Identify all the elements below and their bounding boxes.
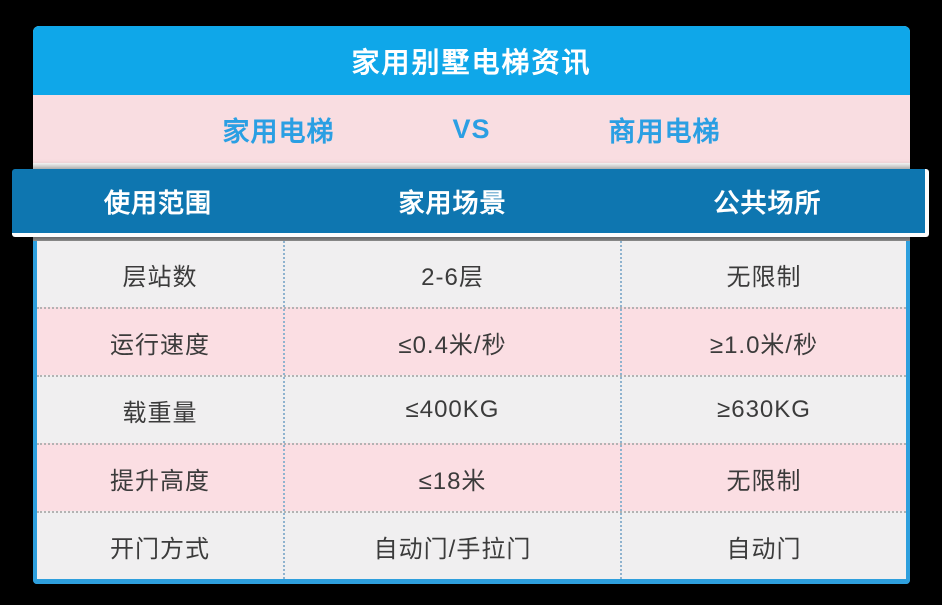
vs-band: 家用电梯 VS 商用电梯 [33,95,910,163]
vs-right-label: 商用电梯 [608,116,721,147]
home-value: ≤0.4米/秒 [283,309,622,375]
row-label: 层站数 [122,263,198,291]
table-row: 层站数 2-6层 无限制 [37,241,906,307]
home-value: 2-6层 [283,241,622,307]
home-value: ≤400KG [283,377,622,443]
home-value: ≤18米 [283,445,622,511]
row-label: 运行速度 [110,331,210,359]
column-header-public-place: 公共场所 [713,187,822,218]
table-header-bar: 使用范围 家用场景 公共场所 [12,169,929,237]
row-label: 载重量 [122,399,198,427]
commercial-value: ≥1.0米/秒 [709,331,819,359]
page-title: 家用别墅电梯资讯 [351,46,592,78]
table-row: 载重量 ≤400KG ≥630KG [37,375,906,443]
vs-left-label: 家用电梯 [222,116,335,147]
comparison-table: 层站数 2-6层 无限制 运行速度 ≤0.4米/秒 ≥1.0米/秒 载重量 ≤4… [33,241,910,584]
row-label: 提升高度 [110,467,210,495]
commercial-value: 无限制 [726,467,802,495]
commercial-value: 无限制 [726,263,802,291]
commercial-value: 自动门 [726,535,802,563]
row-label: 开门方式 [110,535,210,563]
table-row: 运行速度 ≤0.4米/秒 ≥1.0米/秒 [37,307,906,375]
vs-label: VS [452,113,491,144]
table-row: 开门方式 自动门/手拉门 自动门 [37,511,906,579]
commercial-value: ≥630KG [717,396,811,423]
column-header-home-scene: 家用场景 [398,187,507,218]
table-row: 提升高度 ≤18米 无限制 [37,443,906,511]
column-header-usage-range: 使用范围 [103,187,212,218]
title-band: 家用别墅电梯资讯 [33,26,910,95]
home-value: 自动门/手拉门 [283,513,622,579]
